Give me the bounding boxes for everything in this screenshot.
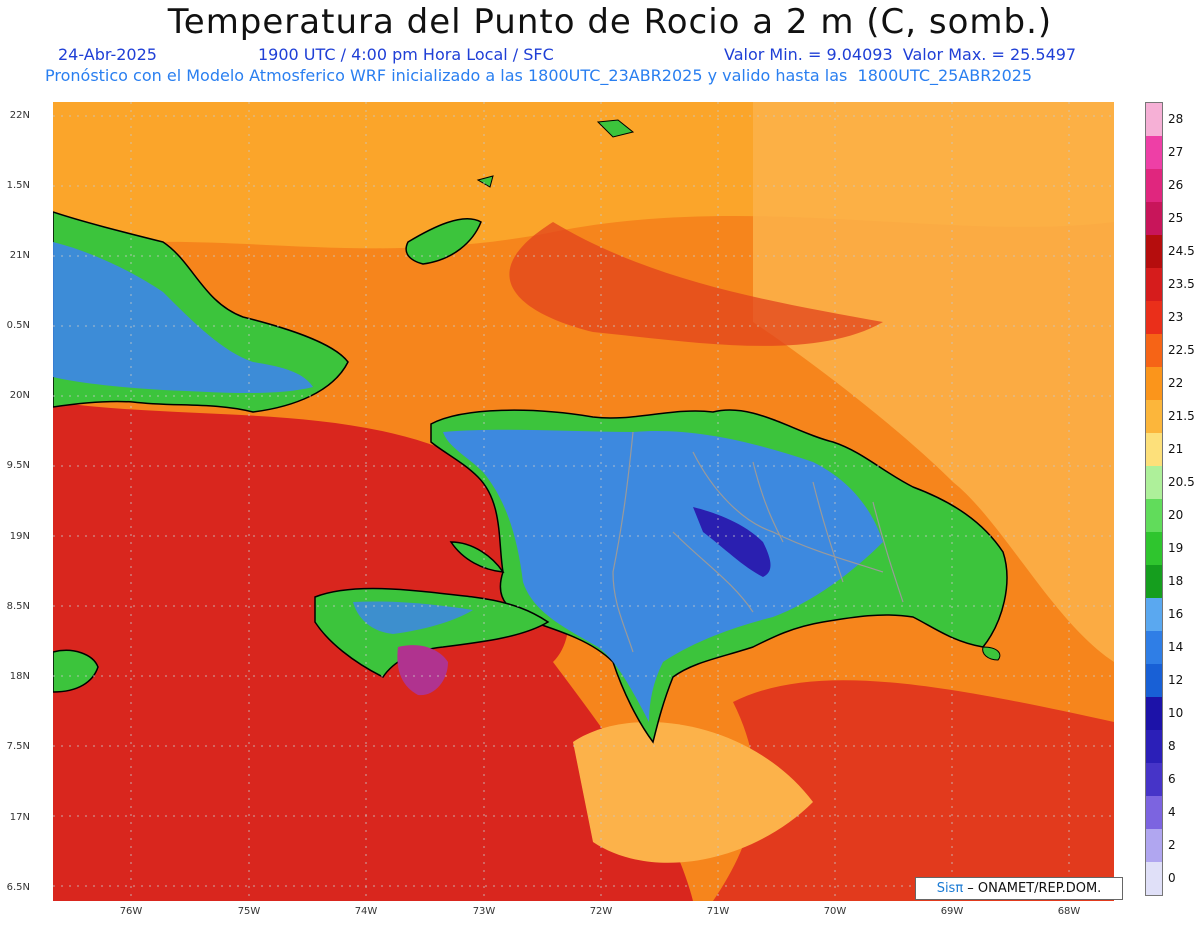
color-scale-swatch — [1146, 862, 1162, 895]
lat-label: 19N — [9, 531, 30, 542]
province-borders — [612, 431, 904, 653]
color-scale-label: 8 — [1168, 739, 1176, 753]
lon-label: 72W — [589, 906, 613, 917]
color-scale-swatch — [1146, 169, 1162, 202]
color-scale-label: 19 — [1168, 541, 1184, 555]
color-scale-swatch — [1146, 565, 1162, 598]
color-scale-swatch — [1146, 532, 1162, 565]
color-scale-label: 24.5 — [1168, 244, 1195, 258]
color-scale-label: 23 — [1168, 310, 1184, 324]
color-scale-label: 18 — [1168, 574, 1184, 588]
color-scale-label: 23.5 — [1168, 277, 1195, 291]
color-scale-label: 21 — [1168, 442, 1184, 456]
sea-band-east — [753, 102, 1114, 662]
cordillera-dark — [693, 507, 771, 577]
sea-mild-south — [573, 722, 813, 863]
color-scale-swatch — [1146, 103, 1162, 136]
color-scale-label: 27 — [1168, 145, 1184, 159]
lon-label: 75W — [237, 906, 261, 917]
sea-hot-east — [713, 680, 1114, 901]
lat-label: 0.5N — [6, 320, 30, 331]
lon-label: 74W — [354, 906, 378, 917]
date-label: 24-Abr-2025 — [58, 45, 157, 64]
lon-label: 69W — [940, 906, 964, 917]
color-scale-label: 26 — [1168, 178, 1184, 192]
color-scale-label: 0 — [1168, 871, 1176, 885]
color-scale-swatch — [1146, 136, 1162, 169]
value-range-label: Valor Min. = 9.04093 Valor Max. = 25.549… — [724, 45, 1077, 64]
lat-label: 17N — [9, 812, 30, 823]
color-scale-swatch — [1146, 598, 1162, 631]
color-scale-label: 28 — [1168, 112, 1184, 126]
color-scale-label: 20 — [1168, 508, 1184, 522]
color-scale-label: 25 — [1168, 211, 1184, 225]
color-scale-label: 10 — [1168, 706, 1184, 720]
cuba-blue — [53, 242, 313, 394]
color-scale-swatch — [1146, 730, 1162, 763]
lat-label: 9.5N — [6, 460, 30, 471]
jamaica-tip — [53, 649, 99, 693]
map-title: Temperatura del Punto de Rocio a 2 m (C,… — [167, 2, 1053, 42]
lat-label: 22N — [9, 110, 30, 121]
lat-label: 6.5N — [6, 882, 30, 893]
color-scale-bar — [1145, 102, 1163, 896]
lat-label: 7.5N — [6, 741, 30, 752]
color-scale-label: 21.5 — [1168, 409, 1195, 423]
color-scale-label: 16 — [1168, 607, 1184, 621]
sea-hot-middle — [509, 222, 883, 346]
lat-label: 1.5N — [6, 180, 30, 191]
graticule — [53, 102, 1114, 901]
dewpoint-map — [53, 102, 1114, 901]
color-scale-swatch — [1146, 367, 1162, 400]
color-scale-swatch — [1146, 268, 1162, 301]
saona-island — [982, 646, 1001, 661]
pi-icon: π — [955, 881, 964, 896]
color-scale-label: 12 — [1168, 673, 1184, 687]
tiburon-blue — [353, 601, 473, 634]
credit-org: – ONAMET/REP.DOM. — [963, 881, 1102, 896]
inagua-island — [405, 218, 482, 265]
credit-box: Sisπ – ONAMET/REP.DOM. — [915, 877, 1123, 900]
color-scale-swatch — [1146, 301, 1162, 334]
color-scale-label: 4 — [1168, 805, 1176, 819]
color-scale-swatch — [1146, 499, 1162, 532]
color-scale-swatch — [1146, 763, 1162, 796]
color-scale-label: 22.5 — [1168, 343, 1195, 357]
color-scale-swatch — [1146, 235, 1162, 268]
color-scale-swatch — [1146, 334, 1162, 367]
color-scale-swatch — [1146, 466, 1162, 499]
hot-spot — [397, 645, 448, 696]
color-scale-swatch — [1146, 400, 1162, 433]
small-island-2 — [596, 119, 635, 138]
credit-sis: Sis — [936, 881, 956, 896]
color-scale-swatch — [1146, 697, 1162, 730]
color-scale-label: 22 — [1168, 376, 1184, 390]
color-scale-swatch — [1146, 796, 1162, 829]
color-scale-swatch — [1146, 829, 1162, 862]
color-scale-swatch — [1146, 631, 1162, 664]
lon-label: 71W — [706, 906, 730, 917]
color-scale-label: 14 — [1168, 640, 1184, 654]
color-scale-label: 2 — [1168, 838, 1176, 852]
lon-label: 76W — [119, 906, 143, 917]
color-scale-swatch — [1146, 202, 1162, 235]
lon-label: 70W — [823, 906, 847, 917]
color-scale-label: 6 — [1168, 772, 1176, 786]
hispaniola-blue — [443, 429, 883, 722]
lon-label: 73W — [472, 906, 496, 917]
model-info-label: Pronóstico con el Modelo Atmosferico WRF… — [45, 66, 1033, 85]
color-scale-swatch — [1146, 433, 1162, 466]
lon-label: 68W — [1057, 906, 1081, 917]
color-scale-label: 20.5 — [1168, 475, 1195, 489]
lat-label: 21N — [9, 250, 30, 261]
gonave-island — [449, 541, 505, 573]
color-scale-swatch — [1146, 664, 1162, 697]
time-label: 1900 UTC / 4:00 pm Hora Local / SFC — [258, 45, 554, 64]
lat-label: 20N — [9, 390, 30, 401]
lat-label: 18N — [9, 671, 30, 682]
lat-label: 8.5N — [6, 601, 30, 612]
